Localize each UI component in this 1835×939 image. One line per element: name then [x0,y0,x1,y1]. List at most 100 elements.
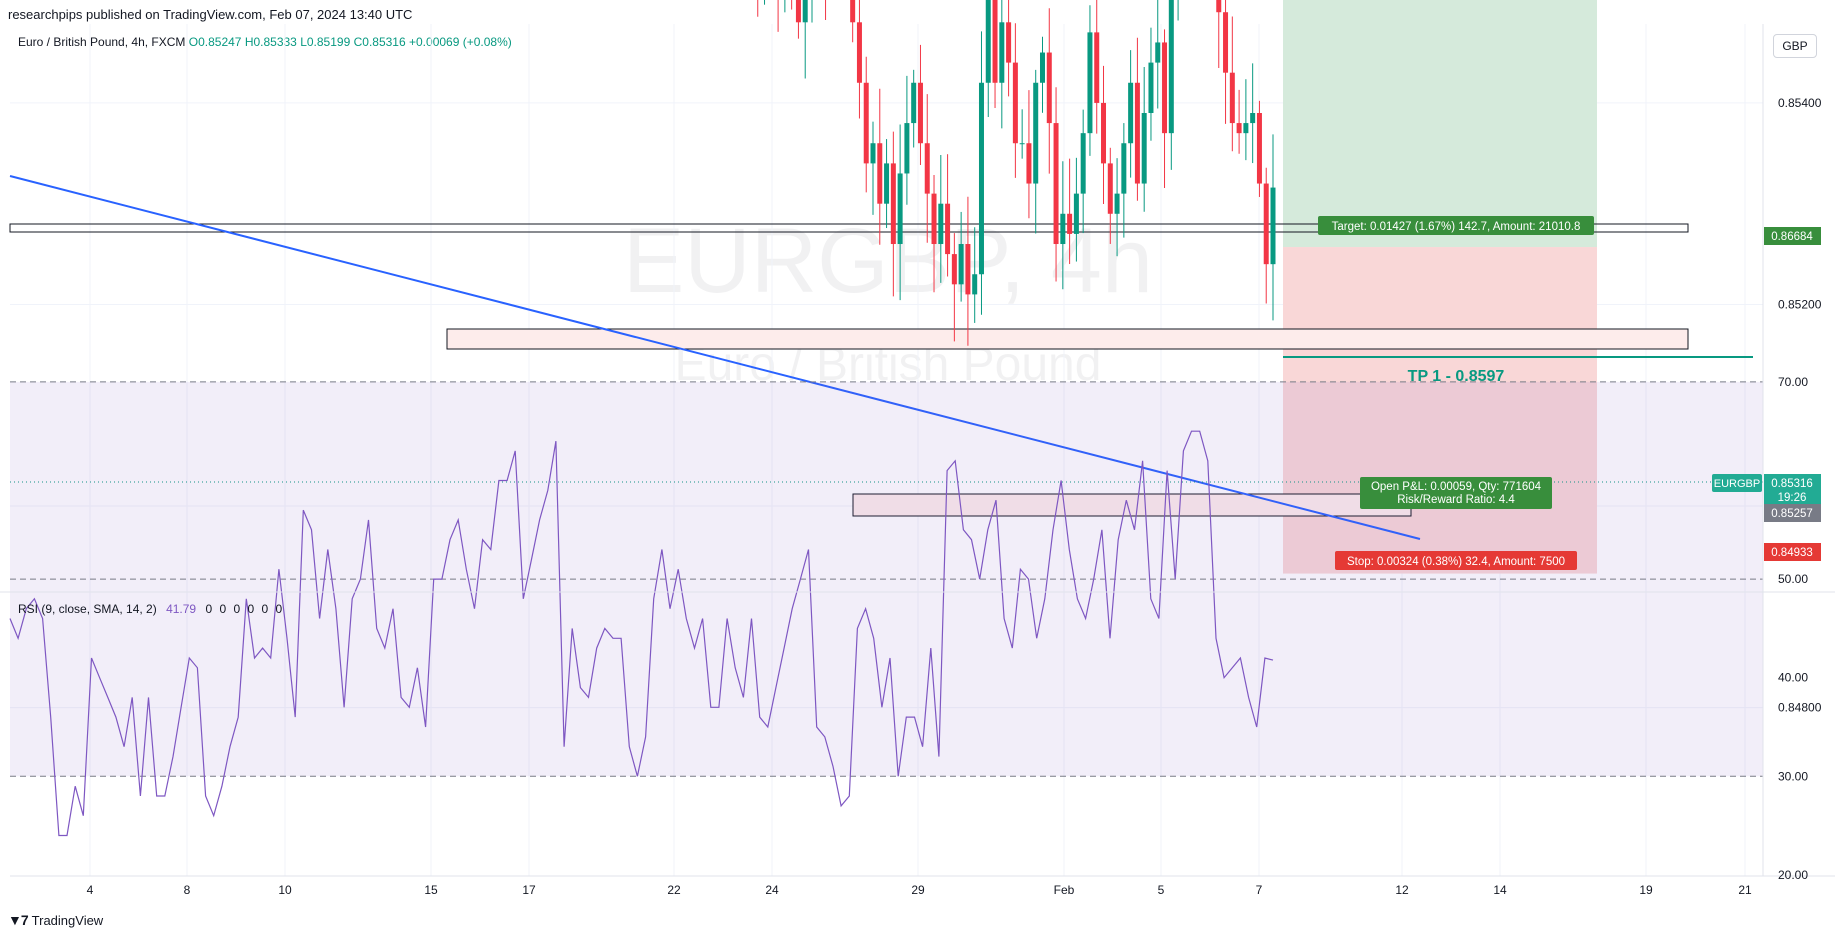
main-chart[interactable]: EURGBP, 4h Euro / British Pound 4 8 10 15 17… [0,0,1835,905]
x-tick-label: 7 [1256,883,1263,897]
rsi-tick-label: 50.00 [1778,572,1808,586]
candle-body [877,143,883,204]
candle-body [1019,143,1025,145]
candle-body [972,274,978,295]
x-tick-label: 8 [184,883,191,897]
candle-body [945,203,951,255]
candle-body [951,254,957,285]
candle-body [856,22,862,83]
rsi-tick-label: 30.00 [1778,769,1808,783]
footer-brand: TradingView [31,912,104,928]
stop-price-tag [1764,543,1821,561]
candle-body [1223,12,1229,73]
candle-body [884,163,890,204]
candle-body [1236,123,1242,134]
candle-body [1229,72,1235,124]
candle-body [1053,123,1059,245]
candle-body [1006,22,1012,63]
candle-body [1087,32,1093,134]
candle-body [1094,32,1100,103]
target-price-text: 0.86684 [1771,231,1813,243]
footer: ▼7 TradingView [8,912,103,928]
pnl-label-box [1360,477,1552,509]
rsi-tick-label: 20.00 [1778,868,1808,882]
x-tick-label: 15 [424,883,438,897]
candle-body [1101,102,1107,164]
candle-body [1148,62,1154,113]
candle-body [1162,42,1168,134]
entry-price-text: 0.85257 [1771,508,1813,520]
x-tick-label: 10 [278,883,292,897]
x-tick-label: 22 [667,883,681,897]
stop-price-text: 0.84933 [1771,547,1813,559]
candle-body [958,244,964,285]
ohlc-open: O0.85247 [188,35,242,49]
candle-body [1256,112,1262,184]
entry-price-tag [1764,504,1821,522]
rsi-legend: RSI (9, close, SMA, 14, 2) 41.79 0 0 0 0… [18,602,284,616]
price-tick-label: 0.85400 [1778,96,1822,110]
long-stop-zone [1283,247,1597,574]
symbol-tag-text: EURGBP [1714,478,1760,490]
candle-body [931,193,937,245]
ohlc-low: L0.85199 [300,35,351,49]
tradingview-logo-icon: ▼7 [8,912,29,928]
candle-body [917,82,923,144]
candle-body [1046,52,1052,124]
candle-body [1263,183,1269,265]
candle-body [802,0,808,23]
candle-body [1033,82,1039,184]
candle-body [1060,213,1066,245]
price-tick-label: 0.85200 [1778,297,1822,311]
rsi-legend-value: 41.79 [166,602,197,616]
target-label-box [1318,216,1594,235]
symbol-tag [1712,474,1762,492]
pnl-label: Open P&L: 0.00059, Qty: 771604 [1371,481,1542,493]
supply-box [446,328,1689,350]
price-change: +0.00069 (+0.08%) [409,35,512,49]
candle-body [992,0,998,83]
rsi-line [9,430,1274,837]
candle-body [1134,82,1140,184]
stop-label-box [1335,551,1577,570]
resistance-box [9,223,1689,233]
candle-body [978,82,984,275]
long-target-zone [1283,0,1597,248]
x-tick-label: Feb [1054,883,1075,897]
candle-body [890,163,896,245]
target-price-tag [1764,227,1821,245]
candle-body [795,0,801,23]
candle-body [1155,42,1161,63]
x-tick-label: 12 [1395,883,1409,897]
x-tick-label: 17 [522,883,536,897]
symbol-legend: Euro / British Pound, 4h, FXCM O0.85247 … [18,35,512,49]
candle-body [1168,0,1174,134]
candle-body [870,143,876,164]
rsi-tick-label: 40.00 [1778,671,1808,685]
candle-body [1039,52,1045,83]
current-price-text: 0.85316 [1771,478,1813,490]
x-tick-label: 4 [87,883,94,897]
candle-body [1114,193,1120,214]
candle-body [1012,62,1018,144]
publisher-line: researchpips published on TradingView.co… [8,7,413,22]
rsi-legend-label: RSI (9, close, SMA, 14, 2) [18,602,157,616]
countdown-text: 19:26 [1778,492,1807,504]
rsi-layer [9,381,1763,837]
x-tick-label: 29 [911,883,925,897]
rsi-tick-label: 70.00 [1778,375,1808,389]
ohlc-close: C0.85316 [353,35,406,49]
candle-body [897,173,903,245]
x-tick-label: 14 [1493,883,1507,897]
candle-body [1250,112,1256,124]
x-tick-label: 21 [1738,883,1752,897]
candle-body [1080,133,1086,194]
stop-label: Stop: 0.00324 (0.38%) 32.4, Amount: 7500 [1347,556,1565,568]
candles-layer [757,0,1276,346]
candle-body [1073,193,1079,234]
candle-body [1141,112,1147,184]
candle-body [904,123,910,174]
target-label: Target: 0.01427 (1.67%) 142.7, Amount: 2… [1332,221,1581,233]
currency-button[interactable]: GBP [1773,34,1817,58]
candle-body [1270,187,1276,265]
